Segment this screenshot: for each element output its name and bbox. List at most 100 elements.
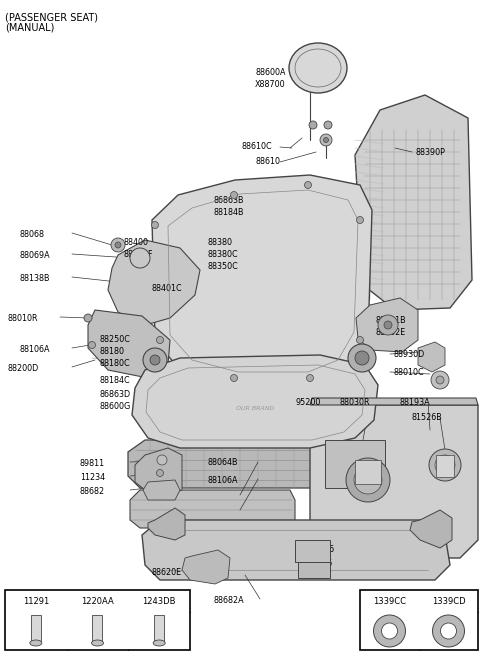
- Circle shape: [88, 341, 96, 348]
- Circle shape: [373, 615, 406, 647]
- Text: 88064B: 88064B: [208, 458, 239, 467]
- Polygon shape: [142, 520, 450, 580]
- Bar: [5, 590, 190, 650]
- Text: 86863D: 86863D: [100, 390, 131, 399]
- Text: 88401C: 88401C: [152, 284, 182, 293]
- Ellipse shape: [30, 640, 42, 646]
- Bar: [436, 455, 454, 477]
- Text: 88180C: 88180C: [100, 359, 131, 368]
- Bar: [93, 615, 103, 641]
- Circle shape: [115, 242, 121, 248]
- Bar: [325, 440, 385, 488]
- Text: 88200D: 88200D: [8, 364, 39, 373]
- Circle shape: [384, 321, 392, 329]
- Text: 81526B: 81526B: [412, 413, 443, 422]
- Polygon shape: [410, 510, 452, 548]
- Text: 88010C: 88010C: [393, 368, 424, 377]
- Circle shape: [441, 623, 456, 639]
- Text: 88184B: 88184B: [214, 208, 244, 217]
- Text: 88600A: 88600A: [255, 68, 286, 77]
- Bar: [298, 562, 330, 578]
- Text: X88700: X88700: [255, 80, 286, 89]
- Bar: [31, 615, 41, 641]
- Circle shape: [378, 315, 398, 335]
- Circle shape: [357, 337, 363, 343]
- Text: 88610C: 88610C: [242, 142, 273, 151]
- Bar: [295, 540, 330, 562]
- Circle shape: [307, 375, 313, 381]
- Circle shape: [435, 455, 455, 475]
- Polygon shape: [148, 508, 185, 540]
- Text: 88380C: 88380C: [208, 250, 239, 259]
- Text: 88400: 88400: [124, 238, 149, 247]
- Polygon shape: [355, 95, 472, 310]
- Bar: [355, 460, 381, 484]
- Text: 88930D: 88930D: [393, 350, 424, 359]
- Text: 88010R: 88010R: [8, 314, 38, 323]
- Polygon shape: [356, 298, 418, 352]
- Text: 88250C: 88250C: [100, 335, 131, 344]
- Polygon shape: [128, 440, 388, 488]
- Text: OUR BRAND: OUR BRAND: [236, 405, 274, 411]
- Bar: [360, 590, 478, 650]
- Text: 88682: 88682: [80, 487, 105, 496]
- Bar: [154, 615, 164, 641]
- Text: 88216: 88216: [310, 545, 335, 554]
- Circle shape: [429, 449, 461, 481]
- Polygon shape: [152, 175, 372, 385]
- Polygon shape: [88, 310, 170, 378]
- Circle shape: [324, 121, 332, 129]
- Text: 88138B: 88138B: [20, 274, 50, 283]
- Circle shape: [348, 344, 376, 372]
- Circle shape: [143, 348, 167, 372]
- Text: 88216: 88216: [308, 559, 333, 568]
- Circle shape: [436, 376, 444, 384]
- Polygon shape: [108, 240, 200, 326]
- Text: 88180: 88180: [100, 347, 125, 356]
- Circle shape: [355, 351, 369, 365]
- Circle shape: [304, 181, 312, 189]
- Text: 95200: 95200: [296, 398, 322, 407]
- Text: 88106A: 88106A: [20, 345, 50, 354]
- Circle shape: [230, 375, 238, 381]
- Text: 88400F: 88400F: [124, 250, 154, 259]
- Circle shape: [309, 121, 317, 129]
- Polygon shape: [182, 550, 230, 584]
- Circle shape: [320, 134, 332, 146]
- Text: 88069A: 88069A: [20, 251, 50, 260]
- Circle shape: [150, 355, 160, 365]
- Text: 88390P: 88390P: [415, 148, 445, 157]
- Circle shape: [152, 221, 158, 229]
- Text: 1339CD: 1339CD: [432, 597, 465, 605]
- Text: 89811: 89811: [80, 459, 105, 468]
- Polygon shape: [310, 405, 478, 558]
- Ellipse shape: [153, 640, 165, 646]
- Polygon shape: [130, 490, 295, 528]
- Text: 88184C: 88184C: [100, 376, 131, 385]
- Polygon shape: [135, 448, 182, 495]
- Text: 11234: 11234: [80, 473, 105, 482]
- Text: 88610: 88610: [255, 157, 280, 166]
- Circle shape: [156, 470, 164, 476]
- Polygon shape: [143, 480, 180, 500]
- Circle shape: [432, 615, 465, 647]
- Circle shape: [84, 314, 92, 322]
- Text: 86863B: 86863B: [214, 196, 244, 205]
- Text: 88068: 88068: [20, 230, 45, 239]
- Circle shape: [130, 248, 150, 268]
- Circle shape: [357, 217, 363, 223]
- Text: 1339CC: 1339CC: [373, 597, 406, 605]
- Circle shape: [354, 466, 382, 494]
- Text: 88682A: 88682A: [213, 596, 244, 605]
- Text: 11291: 11291: [23, 597, 49, 605]
- Text: 88106A: 88106A: [208, 476, 239, 485]
- Circle shape: [230, 191, 238, 198]
- Text: 1220AA: 1220AA: [81, 597, 114, 605]
- Ellipse shape: [289, 43, 347, 93]
- Text: 88600G: 88600G: [100, 402, 131, 411]
- Circle shape: [346, 458, 390, 502]
- Polygon shape: [132, 355, 378, 448]
- Circle shape: [382, 623, 397, 639]
- Text: 88380: 88380: [208, 238, 233, 247]
- Text: 1243DB: 1243DB: [143, 597, 176, 605]
